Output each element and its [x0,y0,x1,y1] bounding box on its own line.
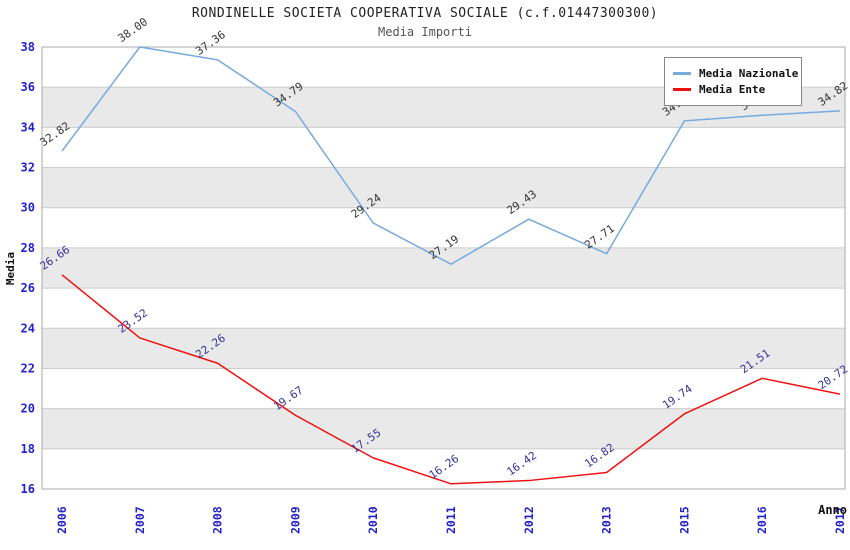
legend-label: Media Ente [699,83,766,96]
x-tick-label: 2012 [522,506,536,534]
series-line-media-nazionale [61,46,841,265]
x-tick-label: 2010 [366,506,380,534]
plot-band [42,328,845,369]
y-axis-title: Media [4,251,18,286]
chart-title: RONDINELLE SOCIETA COOPERATIVA SOCIALE (… [191,6,659,21]
x-tick-label: 2017 [833,506,847,534]
y-tick-label: 16 [21,482,35,496]
y-tick-label: 36 [21,80,35,94]
y-tick-label: 28 [21,241,35,255]
y-tick-label: 26 [21,281,35,295]
data-label: 16.42 [504,449,539,479]
x-tick-label: 2015 [677,506,691,534]
y-tick-label: 34 [21,120,35,134]
data-label: 16.26 [427,452,462,482]
x-tick-label: 2009 [288,506,302,534]
y-tick-label: 30 [21,201,35,215]
plot-band [42,408,845,449]
x-tick-label: 2006 [55,506,69,534]
y-tick-label: 22 [21,361,35,375]
y-tick-label: 38 [21,40,35,54]
plot-frame [41,46,846,490]
data-label: 19.74 [660,382,695,412]
y-tick-label: 18 [21,442,35,456]
legend-label: Media Nazionale [699,67,799,80]
plot-band [42,167,845,208]
legend-item-media-nazionale: Media Nazionale [673,67,798,80]
x-tick-label: 2008 [211,506,225,534]
legend: Media Nazionale Media Ente [664,57,802,106]
x-axis-title: Anno [818,503,847,517]
chart-subtitle: Media Importi [378,25,472,39]
legend-item-media-ente: Media Ente [673,83,793,96]
plot-band [42,247,845,289]
data-label: 27.71 [582,222,617,252]
y-tick-label: 32 [21,161,35,175]
y-tick-label: 20 [21,402,35,416]
x-tick-label: 2007 [133,506,147,534]
x-tick-label: 2013 [600,506,614,534]
x-tick-label: 2011 [444,506,458,534]
x-tick-label: 2016 [755,506,769,534]
y-tick-label: 24 [21,321,35,335]
series-line-media-ente [61,274,841,485]
legend-swatch-blue-line-icon [673,72,691,75]
legend-swatch-red-line-icon [673,88,691,91]
